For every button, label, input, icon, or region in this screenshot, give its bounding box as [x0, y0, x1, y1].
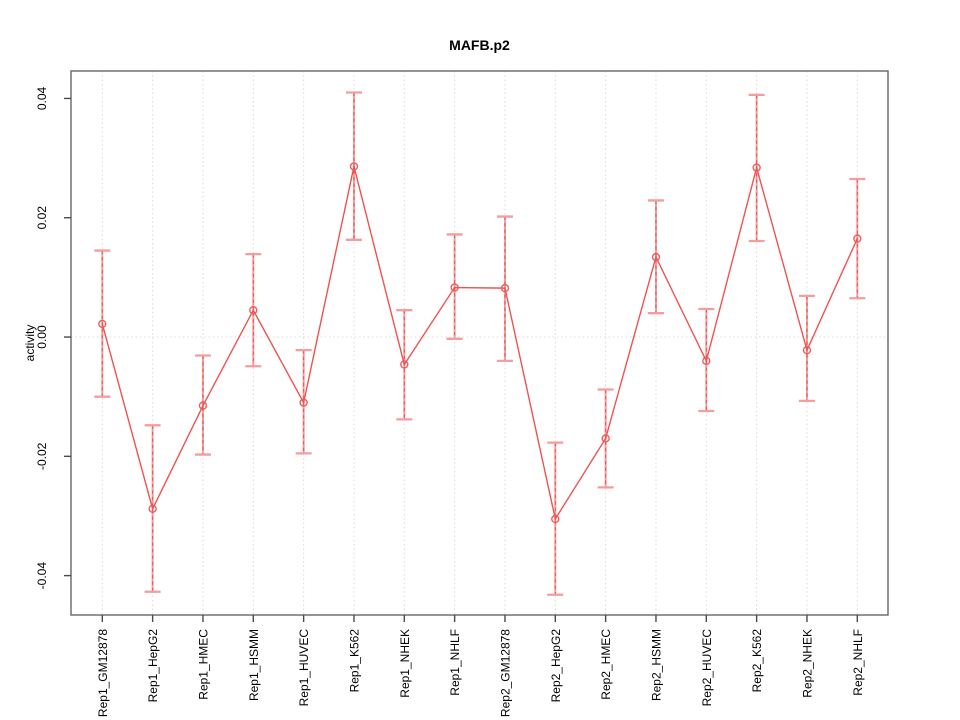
x-tick-label: Rep1_K562 [347, 629, 361, 693]
data-point [198, 401, 208, 410]
data-point [551, 514, 560, 524]
y-axis-label: activity [23, 324, 37, 362]
data-point [752, 163, 761, 172]
x-tick-label: Rep1_NHLF [448, 629, 462, 696]
x-tick-label: Rep2_NHEK [800, 629, 814, 698]
y-tick-label: -0.02 [35, 442, 49, 470]
y-tick-label: 0.00 [35, 325, 49, 349]
x-tick-label: Rep2_K562 [750, 629, 764, 693]
y-tick-label: 0.04 [35, 86, 49, 110]
data-point [349, 162, 359, 171]
data-point [450, 283, 459, 292]
chart-title: MAFB.p2 [449, 37, 510, 53]
x-tick-label: Rep1_HepG2 [146, 629, 160, 703]
x-tick-label: Rep2_HSMM [649, 629, 663, 701]
data-point [299, 398, 308, 407]
y-tick-label: 0.02 [35, 206, 49, 230]
data-point [400, 360, 409, 369]
x-tick-label: Rep2_HepG2 [549, 629, 563, 703]
data-point [98, 319, 107, 329]
x-tick-label: Rep2_HUVEC [700, 629, 714, 707]
data-point [802, 345, 812, 355]
x-tick-label: Rep1_HUVEC [297, 629, 311, 707]
data-point [500, 283, 510, 293]
y-tick-label: -0.04 [35, 562, 49, 590]
x-tick-label: Rep1_HSMM [247, 629, 261, 701]
data-line [101, 164, 858, 521]
x-tick-label: Rep1_HMEC [196, 629, 210, 700]
x-tick-label: Rep2_NHLF [851, 629, 865, 696]
x-tick-label: Rep2_GM12878 [498, 629, 512, 717]
data-point [148, 504, 157, 514]
data-point [249, 305, 258, 315]
x-tick-label: Rep1_GM12878 [96, 629, 110, 717]
x-tick-label: Rep2_HMEC [599, 629, 613, 700]
plot-border [70, 70, 889, 616]
data-point [651, 252, 661, 262]
data-point [601, 434, 610, 443]
data-point [702, 356, 711, 366]
x-tick-label: Rep1_NHEK [398, 629, 412, 698]
data-point [853, 234, 862, 243]
